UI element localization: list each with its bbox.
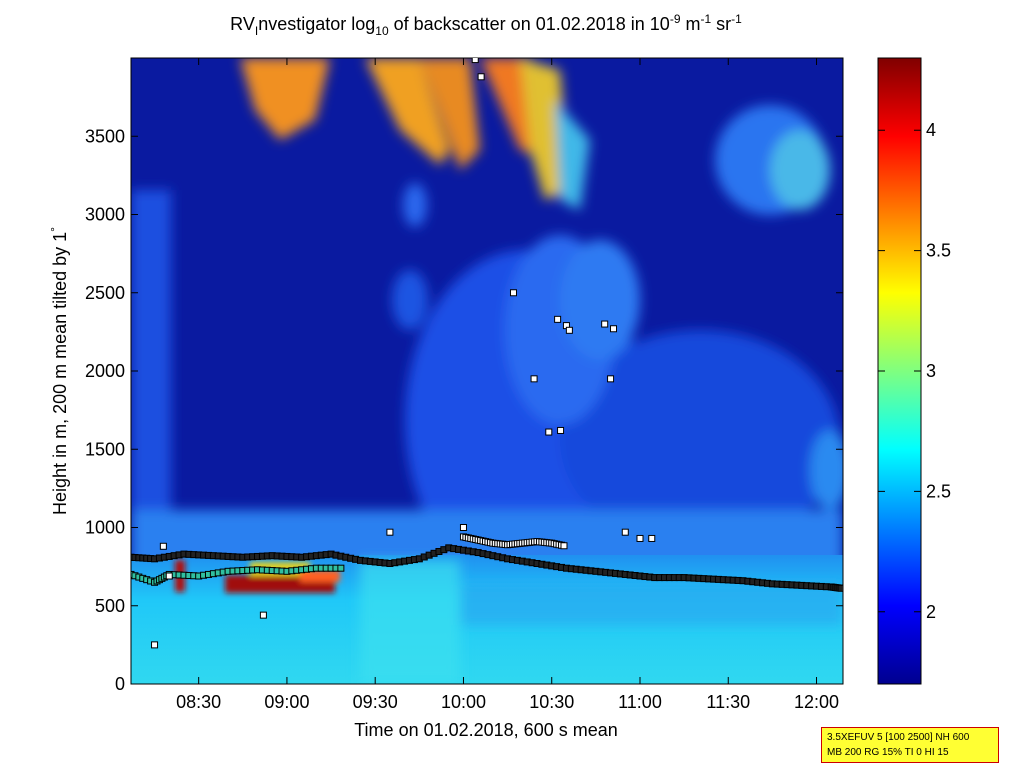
y-tick-label: 2500 (85, 283, 125, 303)
detection-point (565, 326, 573, 334)
detection-point (509, 289, 517, 297)
x-tick-label: 11:30 (706, 692, 750, 712)
detection-point (471, 58, 479, 64)
detection-point (530, 375, 538, 383)
detection-point (607, 375, 615, 383)
y-tick-label: 1000 (85, 518, 125, 538)
y-tick-label: 3000 (85, 205, 125, 225)
y-tick-label: 500 (95, 596, 125, 616)
y-tick-label: 3500 (85, 126, 125, 146)
x-tick-label: 09:30 (353, 692, 398, 712)
upper-cloud-bands (240, 58, 590, 210)
plot-area (131, 58, 843, 684)
chart-title: RVInvestigator log10 of backscatter on 0… (230, 12, 742, 38)
x-tick-label: 09:00 (264, 692, 309, 712)
cloud-base-marker (837, 584, 843, 592)
cloud-bottom-marker (337, 564, 345, 572)
detection-point (477, 73, 485, 81)
detection-point (386, 528, 394, 536)
detection-point (557, 426, 565, 434)
y-tick-label: 1500 (85, 439, 125, 459)
upper-layer-marker (560, 542, 568, 550)
detection-point (610, 325, 618, 333)
y-axis-label: Height in m, 200 m mean tilted by 1° (48, 227, 70, 515)
detection-point (151, 641, 159, 649)
colorbar-tick-label: 2 (926, 602, 936, 622)
detection-point (165, 572, 173, 580)
x-tick-label: 10:00 (441, 692, 486, 712)
detection-point (259, 611, 267, 619)
detection-point (554, 315, 562, 323)
detection-point (636, 534, 644, 542)
x-axis-label: Time on 01.02.2018, 600 s mean (354, 720, 618, 740)
detection-point (601, 320, 609, 328)
y-tick-label: 0 (115, 674, 125, 694)
colorbar-tick-label: 2.5 (926, 481, 951, 501)
x-axis: 08:30 09:00 09:30 10:00 10:30 11:00 11:30 12:00 (176, 58, 839, 712)
x-tick-label: 12:00 (794, 692, 839, 712)
y-axis: 0 500 1000 1500 2000 2500 3000 3500 (85, 126, 843, 694)
aerosol-detail (360, 560, 843, 684)
colorbar (877, 57, 922, 685)
colorbar-axis: 2 2.5 3 3.5 4 (878, 120, 951, 622)
info-line-1: 3.5XEFUV 5 [100 2500] NH 600 (827, 732, 970, 743)
detection-point (459, 524, 467, 531)
colorbar-tick-label: 3.5 (926, 241, 951, 261)
x-tick-label: 08:30 (176, 692, 221, 712)
detection-point (545, 428, 553, 436)
detection-point (621, 528, 629, 536)
detection-point (648, 534, 656, 542)
processing-info-box: 3.5XEFUV 5 [100 2500] NH 600 MB 200 RG 1… (821, 727, 999, 763)
colorbar-tick-label: 4 (926, 120, 936, 140)
info-line-2: MB 200 RG 15% TI 0 HI 15 (827, 747, 949, 758)
x-tick-label: 10:30 (529, 692, 574, 712)
y-tick-label: 2000 (85, 361, 125, 381)
cloud-detection-series (131, 58, 843, 649)
x-tick-label: 11:00 (618, 692, 662, 712)
detection-point (159, 542, 167, 550)
colorbar-tick-label: 3 (926, 361, 936, 381)
